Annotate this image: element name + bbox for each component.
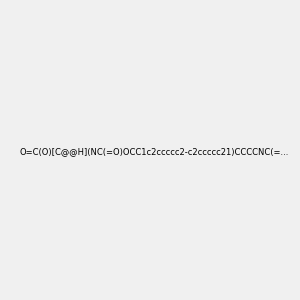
Text: O=C(O)[C@@H](NC(=O)OCC1c2ccccc2-c2ccccc21)CCCCNC(=...: O=C(O)[C@@H](NC(=O)OCC1c2ccccc2-c2ccccc2… <box>19 147 288 156</box>
